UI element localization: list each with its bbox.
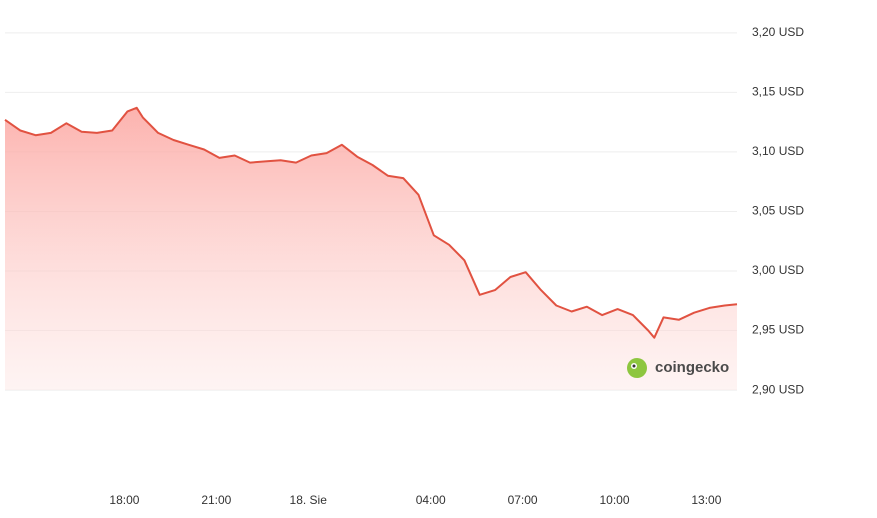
x-tick-label: 18. Sie — [290, 493, 328, 507]
watermark: coingecko — [655, 359, 729, 376]
price-line — [4, 106, 738, 339]
x-tick-label: 10:00 — [599, 493, 629, 507]
grid: 2,90 USD 2,95 USD 3,00 USD 3,05 USD 3,10 USD… — [5, 25, 804, 507]
x-tick-label: 07:00 — [508, 493, 538, 507]
coingecko-logo — [627, 358, 647, 378]
x-tick-label: 18:00 — [109, 493, 139, 507]
y-tick-label: 2,90 USD — [752, 382, 804, 396]
y-tick-label: 3,15 USD — [752, 85, 804, 99]
area — [5, 107, 737, 391]
y-tick-label: 3,10 USD — [752, 144, 804, 158]
x-tick-label: 21:00 — [201, 493, 231, 507]
x-tick-label: 04:00 — [416, 493, 446, 507]
y-tick-label: 3,20 USD — [752, 25, 804, 39]
y-tick-label: 3,05 USD — [752, 204, 804, 218]
x-tick-label: 13:00 — [691, 493, 721, 507]
y-tick-label: 2,95 USD — [752, 323, 804, 337]
y-tick-label: 3,00 USD — [752, 263, 804, 277]
plot — [4, 106, 738, 391]
